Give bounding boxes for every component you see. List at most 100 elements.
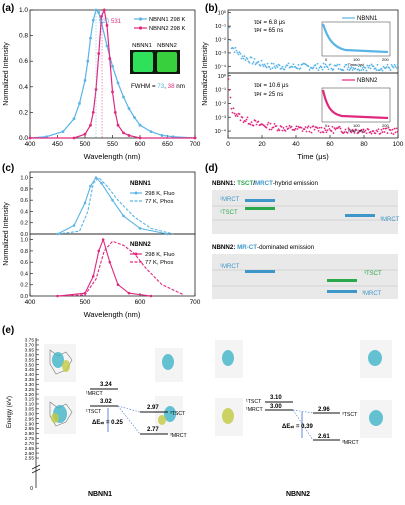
b-decay-point-bottom [246,116,249,119]
b-decay-point-bottom [320,126,323,129]
b-decay-point-bottom [380,128,383,131]
panel-label-c: (c) [2,163,14,174]
b-decay-point-bottom [376,130,379,133]
panel-a-ylabel: Normalized Intensity [3,42,10,106]
panel-label-d: (d) [205,163,218,174]
b-decay-point-top [265,66,268,69]
a-point-1 [133,116,136,119]
axis-break-2 [31,468,41,474]
panel-d-nbnn1-box [212,190,398,234]
b-decay-point-top [392,66,395,69]
b-ytick-label-bottom: 10⁰ [218,73,227,80]
b-decay-point-top [257,61,260,63]
c-ytick-label-top: 0.0 [20,232,28,238]
nbnn1-connector-1 [117,405,141,413]
b-decay-point-bottom [272,126,275,129]
b-decay-point-top [232,47,235,50]
b-decay-point-bottom [369,130,372,133]
b-decay-point-bottom [323,127,326,130]
b-decay-point-bottom [239,119,242,122]
c-point-top [89,184,92,188]
c-point-top [83,201,87,205]
c-xtick-label: 400 [25,299,36,306]
d1-level-label-3mrct: ³MRCT [380,217,400,223]
b-decay-point-bottom [276,129,279,132]
c-point-bottom [91,274,95,278]
b-decay-point-top [274,67,277,70]
b-decay-point-bottom [348,128,351,131]
b-decay-point-top [375,69,378,72]
b-decay-point-top [322,62,325,65]
e-ytick-label: 2.55 [25,456,35,462]
inset-photo-nbnn2 [157,52,177,72]
c-ytick-label-bottom: 0.6 [20,260,28,266]
e-ytick-label: 2.75 [25,436,35,442]
b-decay-point-top [360,69,363,71]
b-decay-point-bottom [268,128,271,131]
d2-bar-3mrct [327,290,357,293]
b-decay-point-bottom [395,127,398,130]
b-decay-point-bottom [381,131,384,133]
a-point-1 [89,36,92,40]
b-decay-point-top [337,67,340,70]
b-decay-point-top [317,69,320,71]
b-decay-point-bottom [267,121,270,124]
b-decay-point-top [329,63,332,66]
b-decay-point-top [294,66,297,68]
b-decay-point-top [246,57,249,60]
nbnn2-connector-2 [292,409,314,441]
b-decay-point-top [237,53,240,56]
c-point-top [166,232,169,236]
b-ytick-label-top: 10⁰ [218,10,227,17]
e-ytick-label: 3.05 [25,407,35,413]
b-decay-point-top [262,65,265,68]
b-decay-point-top [284,66,287,68]
e-ytick-label: 3.55 [25,357,35,363]
a-point-1 [149,130,153,134]
panel-label-b: (b) [205,3,218,14]
nbnn2-1tsct-value: 3.10 [270,395,282,401]
a-point-2 [111,90,114,94]
b-decay-point-top [355,64,358,67]
b-decay-point-top [393,63,396,66]
b-decay-point-top [381,69,384,72]
b-xtick-label: 40 [292,141,300,148]
b-decay-point-bottom [234,115,237,117]
b-decay-point-bottom [266,123,269,126]
b-decay-point-top [312,66,315,69]
a-point-2 [122,131,125,135]
c-ytick-label-top: 0.2 [20,221,28,227]
b-decay-point-top [390,63,393,66]
b-decay-point-top [239,52,242,55]
b-decay-point-top [243,55,246,58]
a-point-1 [78,102,81,105]
inset-bottom-tick-1: 100 [353,123,360,128]
b-decay-point-top [235,49,238,52]
a-point-2 [108,57,112,61]
b-decay-point-bottom [372,130,375,132]
inset-top-tick-2: 200 [382,57,389,62]
panel-c-top-title: NBNN1 [130,181,151,187]
b-decay-point-bottom [338,125,341,128]
e-ytick-label: 2.80 [25,431,35,437]
b-decay-point-bottom [296,128,299,130]
inset-decay-top [321,23,389,54]
b-decay-point-top [320,66,323,69]
panel-d-nbnn2-title: NBNN2: MR-CT-dominated emission [212,244,315,251]
b-decay-point-bottom [313,128,316,131]
e-ytick-label: 3.20 [25,392,35,398]
a-ytick-label: 1.0 [19,7,28,14]
panel-a: Normalized Intensity Wavelength (nm) 400… [3,7,201,161]
b-xtick-label: 80 [360,141,368,148]
b-decay-point-bottom [265,126,268,129]
b-decay-point-top [321,68,324,71]
a-point-2 [102,8,106,12]
a-point-1 [86,59,90,63]
b-decay-point-bottom [386,132,389,134]
b-decay-point-top [234,46,237,49]
panel-b: Normalized Intensity Time (μs) 0 20 40 60 80… [202,9,404,161]
b-decay-point-bottom [236,115,239,117]
c-series-top-1 [57,176,168,235]
b-decay-point-top [342,69,345,72]
e-ytick-label: 3.60 [25,352,35,358]
